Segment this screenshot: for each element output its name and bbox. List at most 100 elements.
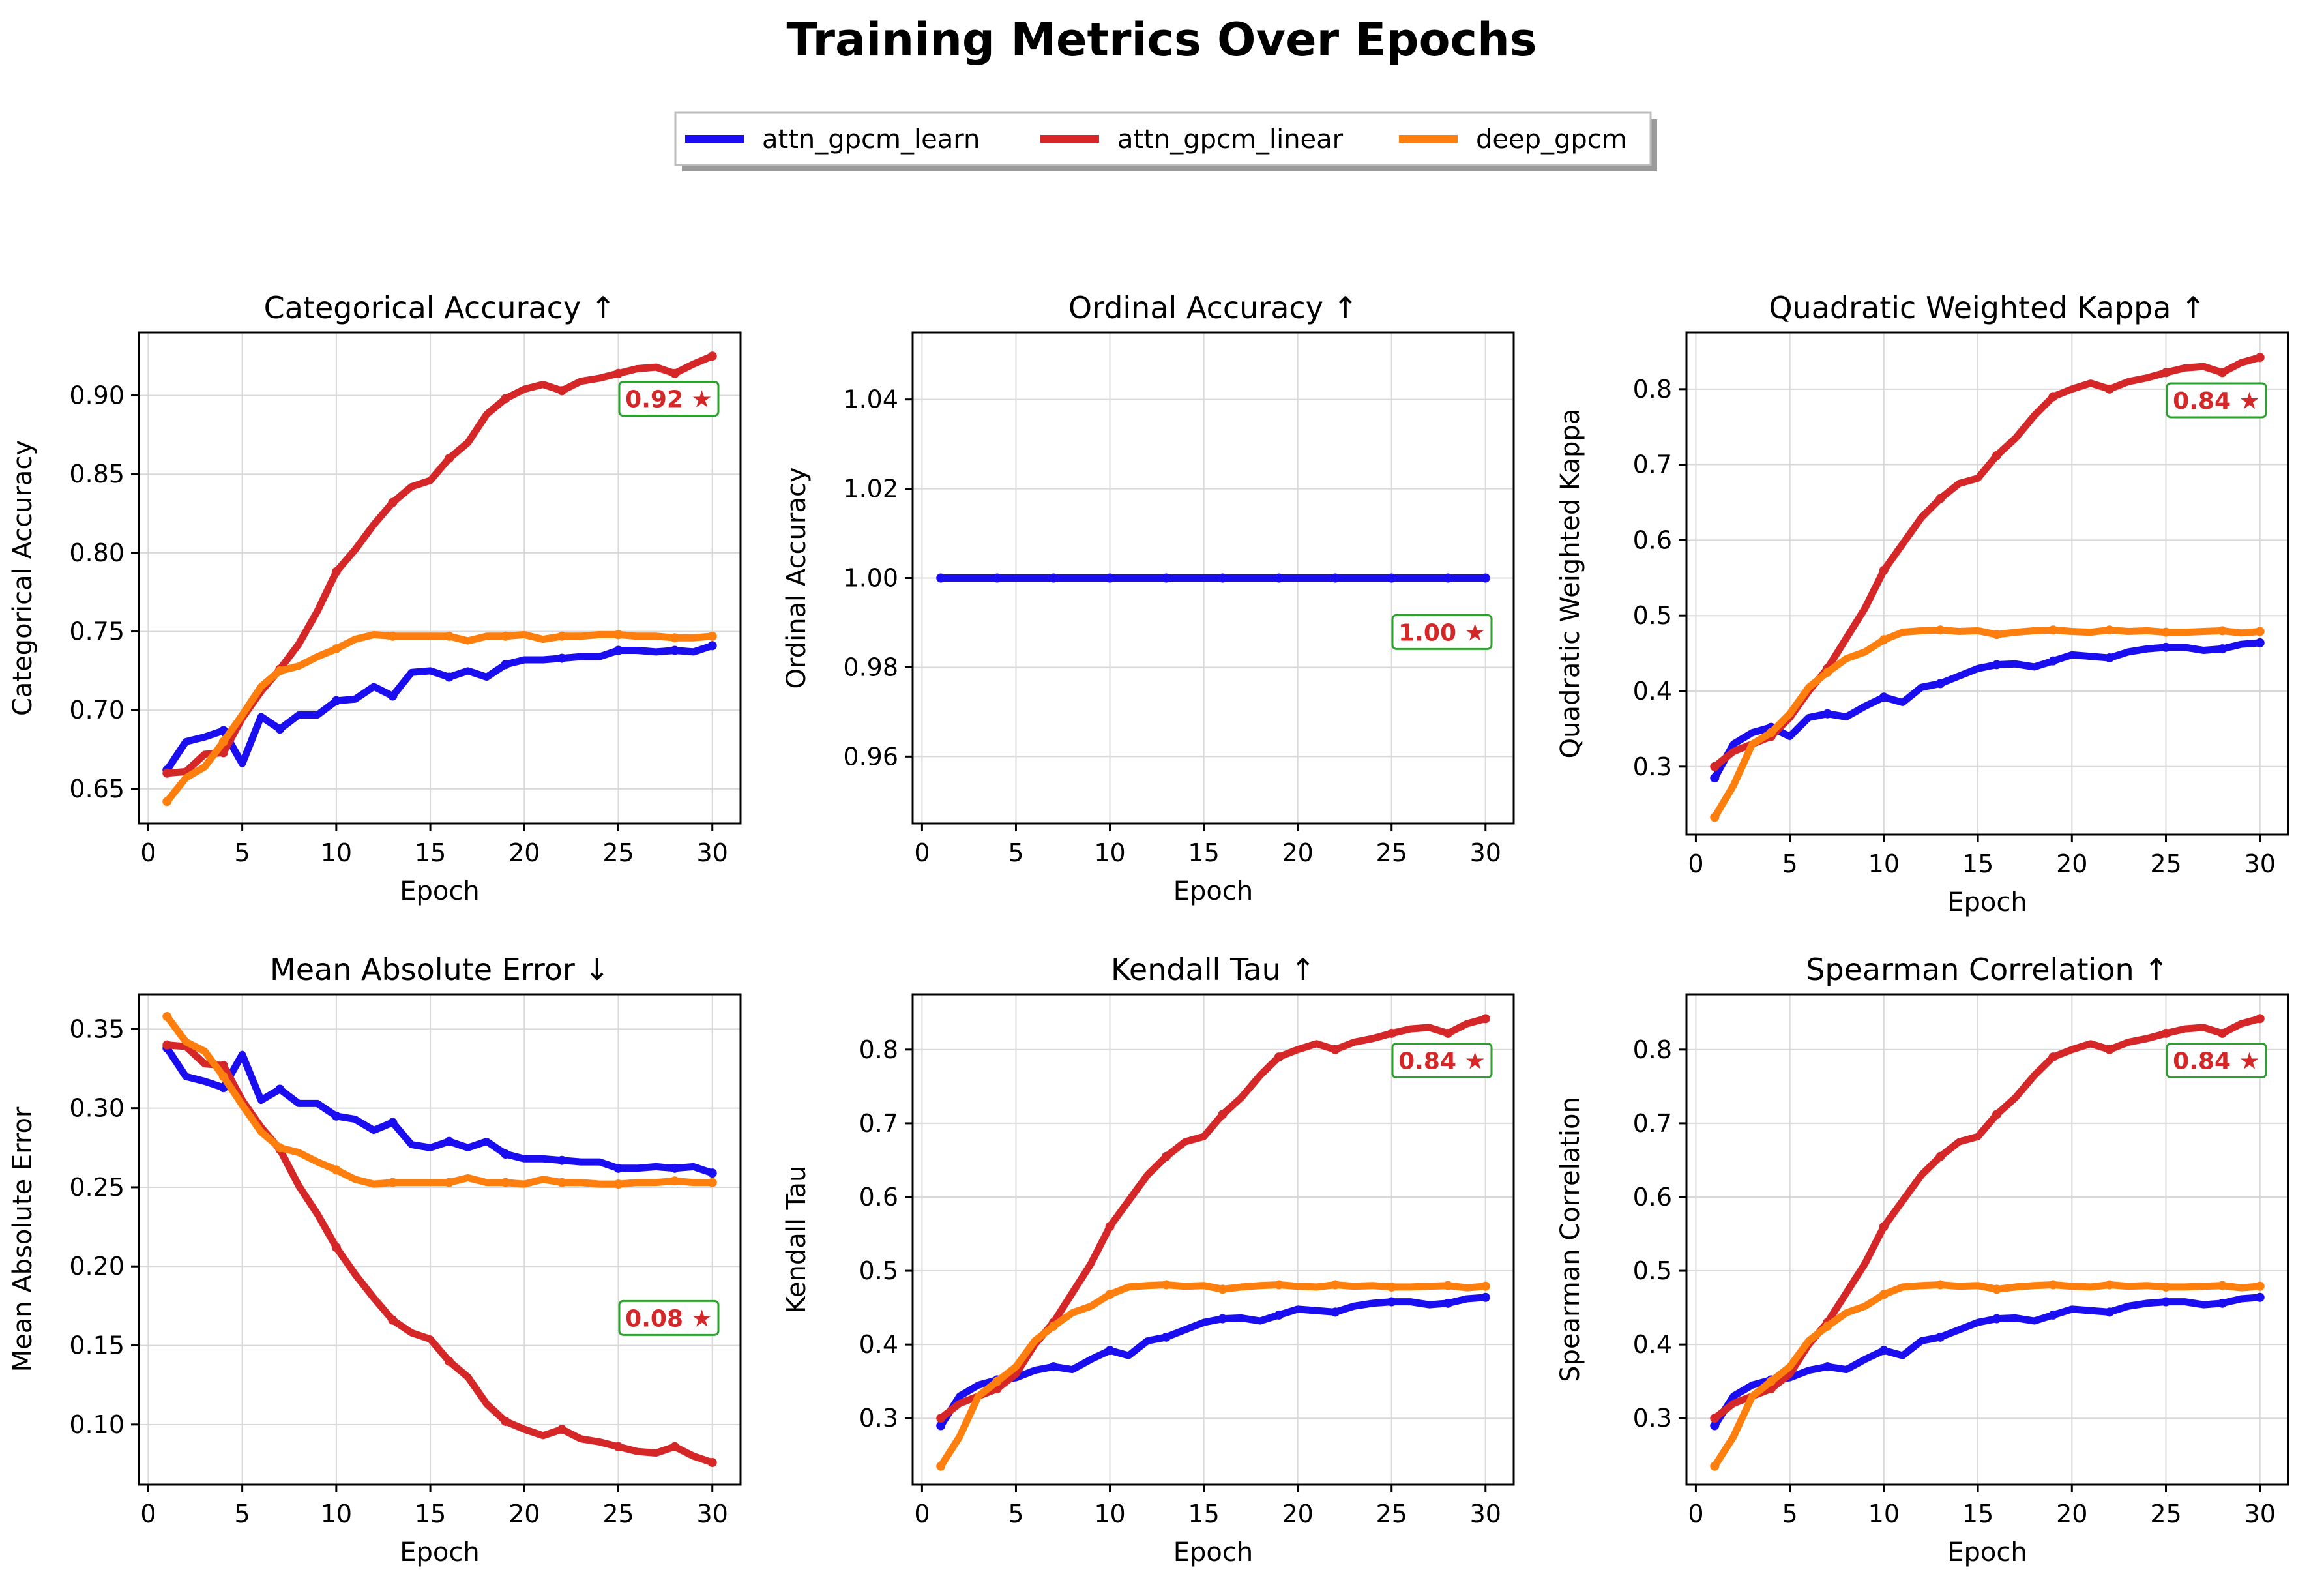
x-tick-label: 15: [1962, 850, 1993, 878]
x-tick-label: 25: [1376, 1500, 1407, 1528]
data-point-attn_gpcm_linear: [1879, 565, 1889, 575]
data-point-attn_gpcm_learn: [1387, 573, 1396, 583]
data-point-deep_gpcm: [2104, 625, 2114, 635]
data-point-deep_gpcm: [444, 631, 454, 641]
best-value-box: [618, 1299, 720, 1336]
axes-frame: [1685, 331, 2289, 836]
data-point-attn_gpcm_learn: [992, 573, 1002, 583]
data-point-deep_gpcm: [2161, 627, 2171, 637]
data-point-attn_gpcm_learn: [1935, 1332, 1945, 1342]
best-value-box: [1391, 1043, 1493, 1079]
data-point-attn_gpcm_learn: [1823, 709, 1832, 719]
data-point-attn_gpcm_linear: [2218, 1028, 2228, 1038]
axes-frame: [138, 993, 742, 1486]
data-point-attn_gpcm_learn: [1274, 1310, 1284, 1320]
legend-frame: [674, 111, 1652, 166]
y-tick-label: 0.75: [69, 617, 125, 646]
data-point-attn_gpcm_learn: [1879, 692, 1889, 702]
data-point-attn_gpcm_learn: [2218, 1298, 2228, 1308]
data-point-attn_gpcm_learn: [501, 660, 510, 670]
data-point-attn_gpcm_learn: [2255, 1292, 2265, 1302]
data-point-attn_gpcm_learn: [1480, 1292, 1490, 1302]
x-tick-label: 25: [1376, 838, 1407, 867]
data-point-deep_gpcm: [1710, 1461, 1720, 1471]
data-point-attn_gpcm_learn: [2255, 638, 2265, 647]
data-point-attn_gpcm_linear: [388, 1315, 398, 1325]
y-tick-label: 0.80: [69, 539, 125, 567]
best-value-annotation: 0.84 ★: [2166, 1043, 2267, 1079]
data-point-attn_gpcm_learn: [2218, 644, 2228, 654]
data-point-attn_gpcm_learn: [707, 641, 717, 651]
data-point-attn_gpcm_learn: [388, 691, 398, 701]
data-point-attn_gpcm_learn: [1274, 573, 1284, 583]
data-point-attn_gpcm_learn: [1710, 1421, 1720, 1431]
best-value-label: 0.84 ★: [2173, 388, 2260, 415]
data-point-deep_gpcm: [162, 1011, 172, 1021]
data-point-deep_gpcm: [331, 644, 341, 654]
data-point-attn_gpcm_learn: [613, 1163, 623, 1173]
data-point-deep_gpcm: [1443, 1281, 1453, 1290]
best-value-annotation: 0.92 ★: [618, 381, 720, 417]
data-point-attn_gpcm_learn: [707, 1168, 717, 1178]
data-point-attn_gpcm_learn: [1935, 679, 1945, 689]
legend-label-deep_gpcm: deep_gpcm: [1476, 125, 1627, 155]
y-tick-label: 0.70: [69, 696, 125, 724]
y-axis-label: Mean Absolute Error: [8, 1106, 38, 1372]
panel-title: Kendall Tau ↑: [1111, 952, 1316, 987]
legend: attn_gpcm_learn attn_gpcm_linear deep_gpcm: [674, 111, 1657, 171]
x-tick-label: 10: [1868, 1500, 1900, 1528]
y-tick-label: 0.4: [1633, 677, 1672, 705]
data-point-attn_gpcm_learn: [1218, 573, 1228, 583]
data-point-attn_gpcm_linear: [707, 1458, 717, 1468]
data-point-attn_gpcm_linear: [1105, 1222, 1115, 1232]
data-point-deep_gpcm: [1274, 1280, 1284, 1290]
data-point-attn_gpcm_learn: [1161, 573, 1171, 583]
data-point-attn_gpcm_linear: [501, 394, 510, 404]
data-point-attn_gpcm_linear: [1161, 1151, 1171, 1161]
panel-title: Ordinal Accuracy ↑: [1068, 290, 1358, 325]
x-tick-label: 20: [2056, 1500, 2087, 1528]
data-point-attn_gpcm_linear: [557, 1425, 566, 1434]
y-tick-label: 0.8: [859, 1035, 898, 1064]
data-point-attn_gpcm_linear: [2161, 1028, 2171, 1038]
x-tick-label: 25: [602, 838, 634, 867]
data-point-deep_gpcm: [2048, 625, 2058, 635]
axes-frame: [1685, 993, 2289, 1486]
x-tick-label: 5: [1782, 850, 1798, 878]
data-point-deep_gpcm: [162, 797, 172, 807]
data-point-attn_gpcm_linear: [2255, 1014, 2265, 1024]
data-point-attn_gpcm_linear: [2104, 1045, 2114, 1054]
data-point-attn_gpcm_learn: [2161, 1297, 2171, 1307]
data-point-attn_gpcm_linear: [444, 454, 454, 464]
x-tick-label: 0: [914, 1500, 930, 1528]
x-tick-label: 5: [1782, 1500, 1798, 1528]
best-value-annotation: 0.08 ★: [618, 1299, 720, 1336]
x-tick-label: 5: [1008, 1500, 1023, 1528]
data-point-deep_gpcm: [275, 1143, 285, 1153]
best-value-box: [618, 381, 720, 417]
data-point-deep_gpcm: [670, 633, 680, 643]
y-tick-label: 0.6: [859, 1183, 898, 1211]
data-point-attn_gpcm_learn: [936, 573, 946, 583]
data-point-deep_gpcm: [1879, 1290, 1889, 1299]
data-point-deep_gpcm: [670, 1176, 680, 1186]
axes-frame: [911, 993, 1515, 1486]
data-point-deep_gpcm: [1766, 728, 1776, 737]
y-tick-label: 0.90: [69, 381, 125, 410]
data-point-attn_gpcm_linear: [1935, 494, 1945, 503]
y-tick-label: 0.7: [1633, 1109, 1672, 1138]
data-point-attn_gpcm_linear: [1710, 1414, 1720, 1423]
data-point-attn_gpcm_linear: [707, 351, 717, 361]
x-axis-label: Epoch: [1947, 1537, 2027, 1567]
data-point-attn_gpcm_linear: [2255, 353, 2265, 363]
data-point-attn_gpcm_linear: [670, 368, 680, 378]
data-point-attn_gpcm_linear: [388, 497, 398, 507]
x-tick-label: 20: [1282, 1500, 1313, 1528]
x-tick-label: 15: [1188, 838, 1219, 867]
x-axis-label: Epoch: [1947, 887, 2027, 917]
data-point-deep_gpcm: [2161, 1282, 2171, 1292]
x-tick-label: 30: [1470, 1500, 1501, 1528]
x-tick-label: 25: [2150, 1500, 2181, 1528]
best-value-label: 0.84 ★: [2173, 1048, 2260, 1075]
panel-title: Quadratic Weighted Kappa ↑: [1769, 290, 2205, 325]
